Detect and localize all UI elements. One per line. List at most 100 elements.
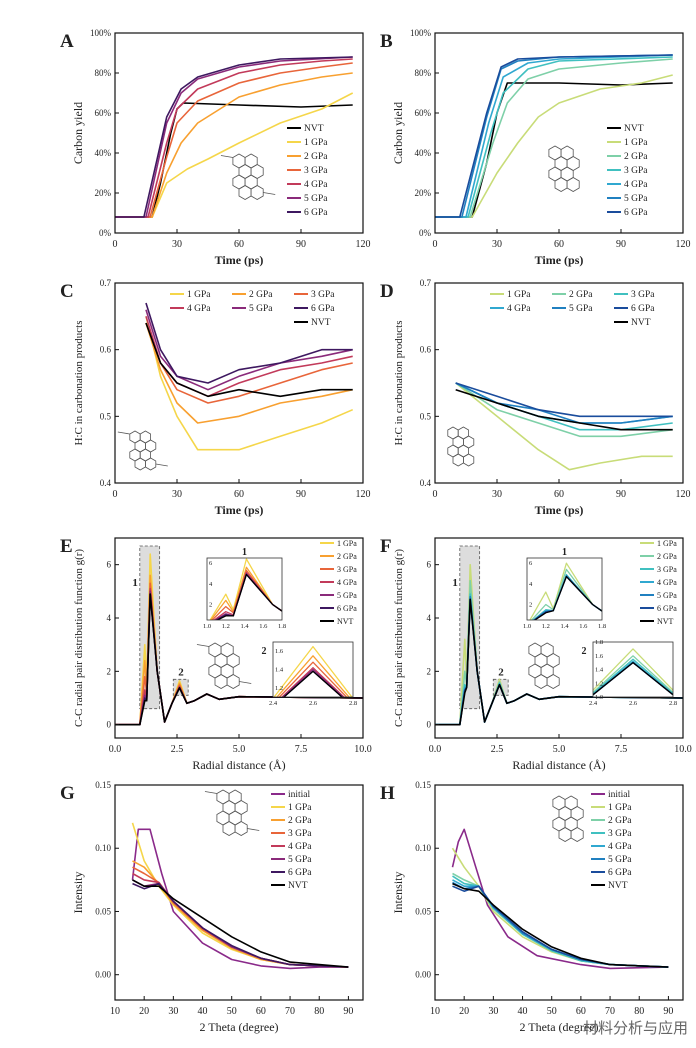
legend-entry: 3 GPa [657,565,677,574]
y-tick-label: 6 [427,560,432,570]
y-tick-label: 2 [427,666,432,676]
inset-y-tick: 4 [529,581,533,588]
legend-entry: 1 GPa [304,138,328,148]
x-tick-label: 60 [256,1006,266,1017]
series-line-1-gpa [435,74,673,218]
panel-g: G 10 20 30 40 50 60 70 80 90 0.00 0.05 0.10 0.15 2 The… [60,780,364,1034]
series-line-nvt [145,322,353,398]
x-tick-label: 90 [616,489,626,500]
inset-y-tick: 4 [209,581,213,588]
inset-x-tick: 1.6 [579,623,588,630]
legend-entry: 6 GPa [337,604,357,613]
legend-entry: initial [608,790,631,800]
inset-2: 2 2.4 2.6 2.8 1.2 1.4 1.6 [262,641,357,707]
inset-x-tick: 1.4 [240,623,249,630]
series-line-1-gpa [529,562,602,620]
y-tick-label: 60% [415,108,432,118]
x-tick-label: 30 [492,239,502,250]
x-tick-label: 70 [605,1006,615,1017]
y-tick-label: 0.4 [420,478,432,488]
inset-label: 1 [242,547,247,558]
x-axis-label: Time (ps) [535,503,584,517]
inset-y-tick: 2 [529,602,532,609]
legend-entry: 4 GPa [608,842,632,852]
inset-x-tick: 1.0 [523,623,531,630]
legend-entry: 3 GPa [337,565,357,574]
series-line-nvt [132,879,349,968]
y-axis-label: H:C in carbonation products [393,321,405,446]
series-line-nvt [533,575,602,620]
y-tick-label: 0.15 [95,780,111,790]
series-line-1-gpa [131,822,349,968]
legend: initial 1 GPa 2 GPa 3 GPa 4 GPa 5 GPa 6 GPa NVT [271,790,312,891]
legend-entry: 1 GPa [337,539,357,548]
series-line-6-gpa [435,54,673,218]
series-line-1-gpa [145,316,354,451]
series-line-6-gpa [533,575,602,620]
panel-label: H [380,783,395,804]
inset-x-tick: 2.8 [349,700,357,707]
legend-entry: 2 GPa [288,816,312,826]
y-tick-label: 100% [410,28,432,38]
legend: initial 1 GPa 2 GPa 3 GPa 4 GPa 5 GPa 6 GPa NVT [591,790,632,891]
y-tick-label: 6 [107,560,112,570]
y-tick-label: 0.6 [100,345,112,355]
series-line-2-gpa [435,58,673,218]
series-line-3-gpa [452,875,669,968]
legend-entry: 4 GPa [288,842,312,852]
inset-x-tick: 2.8 [669,700,677,707]
inset-label: 2 [582,646,587,657]
legend-entry: 4 GPa [337,578,357,587]
series-line-nvt [216,573,282,620]
methylated-coronene-structure-icon [204,789,260,836]
legend-entry: 6 GPa [657,604,677,613]
x-tick-label: 90 [296,239,306,250]
region-label: 2 [498,666,504,678]
series-line-5-gpa [115,56,353,218]
legend-entry: NVT [624,124,644,134]
legend-entry: 5 GPa [624,194,648,204]
legend: 1 GPa 2 GPa 3 GPa 4 GPa 5 GPa 6 GPa NVT [490,290,655,328]
legend-entry: 4 GPa [304,180,328,190]
legend-entry: 3 GPa [288,829,312,839]
legend-entry: NVT [288,881,308,891]
inset-x-tick: 2.4 [589,700,598,707]
y-tick-label: 0 [427,720,432,730]
y-tick-label: 0.10 [415,843,431,853]
x-axis-label: 2 Theta (degree) [519,1020,598,1034]
y-tick-label: 0% [419,228,432,238]
legend-entry: 5 GPa [288,855,312,865]
legend: 1 GPa 2 GPa 3 GPa 4 GPa 5 GPa 6 GPa NVT [170,290,335,328]
legend-entry: 6 GPa [631,304,655,314]
y-tick-label: 40% [95,148,112,158]
y-tick-label: 20% [95,188,112,198]
y-tick-label: 20% [415,188,432,198]
inset-y-tick: 1.4 [595,667,604,674]
legend-entry: 4 GPa [657,578,677,587]
legend-entry: 2 GPa [608,816,632,826]
x-tick-label: 120 [676,239,691,250]
region-label: 1 [132,577,138,589]
inset-label: 1 [562,547,567,558]
inset-y-tick: 1.2 [275,685,283,692]
legend-entry: 6 GPa [608,868,632,878]
inset-y-tick: 1.8 [595,639,603,646]
series-line-5-gpa [435,54,673,218]
inset-x-tick: 1.6 [259,623,268,630]
series-line-nvt [452,882,669,968]
series-line-2-gpa [530,568,602,620]
y-tick-label: 0% [99,228,112,238]
x-tick-label: 0 [433,239,438,250]
series-line-3-gpa [435,56,673,218]
x-tick-label: 10.0 [354,744,372,755]
x-tick-label: 80 [314,1006,324,1017]
inset-label: 2 [262,646,267,657]
series-line-6-gpa [215,573,282,620]
x-tick-label: 30 [492,489,502,500]
series-line-1-gpa [455,382,673,471]
inset-x-tick: 1.2 [222,623,230,630]
y-tick-label: 0.5 [420,411,432,421]
y-tick-label: 0.05 [95,906,111,916]
y-tick-label: 60% [95,108,112,118]
